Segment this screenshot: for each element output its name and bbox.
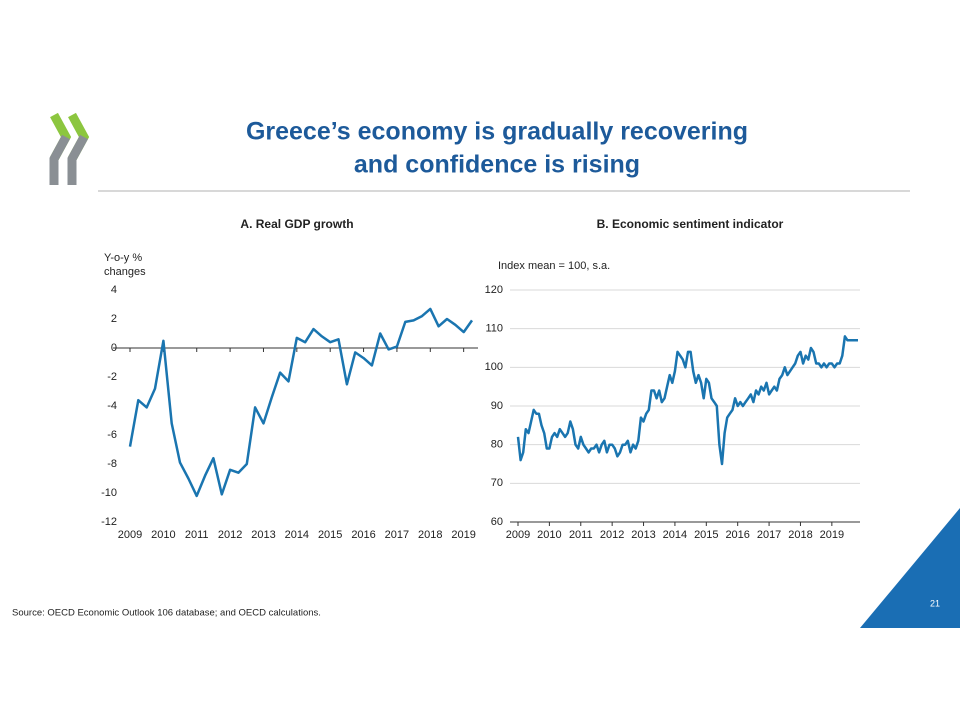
chart-title: A. Real GDP growth [240,217,353,231]
x-tick-label: 2017 [757,529,781,541]
x-tick-label: 2018 [788,529,812,541]
x-tick-label: 2009 [118,529,142,541]
y-axis-label: Index mean = 100, s.a. [498,260,610,272]
x-tick-label: 2019 [451,529,475,541]
x-tick-label: 2018 [418,529,442,541]
x-tick-label: 2012 [600,529,624,541]
logo-chevron [49,134,70,185]
source-note: Source: OECD Economic Outlook 106 databa… [12,608,321,619]
y-tick-label: 80 [491,439,503,451]
y-axis-label: changes [104,266,146,278]
data-line [516,335,858,466]
slide-title: and confidence is rising [354,151,640,179]
x-tick-label: 2010 [537,529,561,541]
x-tick-label: 2015 [694,529,718,541]
x-tick-label: 2011 [569,529,593,541]
x-tick-label: 2009 [506,529,530,541]
x-tick-label: 2014 [285,529,309,541]
y-tick-label: -8 [107,458,117,470]
y-tick-label: 70 [491,477,503,489]
y-tick-label: -6 [107,429,117,441]
y-tick-label: -4 [107,400,117,412]
y-tick-label: 90 [491,400,503,412]
x-tick-label: 2013 [631,529,655,541]
y-tick-label: -12 [101,516,117,528]
corner-triangle [860,508,960,628]
y-tick-label: 120 [485,284,503,296]
slide-title: Greece’s economy is gradually recovering [246,118,748,146]
x-tick-label: 2010 [151,529,175,541]
page-number: 21 [930,598,940,608]
x-tick-label: 2015 [318,529,342,541]
logo [49,112,90,185]
x-tick-label: 2017 [385,529,409,541]
x-tick-label: 2011 [185,529,209,541]
y-tick-label: 4 [111,284,117,296]
logo-chevron [67,134,88,185]
y-tick-label: -2 [107,371,117,383]
chart-title: B. Economic sentiment indicator [597,217,784,231]
y-tick-label: 100 [485,361,503,373]
data-line [128,307,474,498]
x-tick-label: 2016 [725,529,749,541]
x-tick-label: 2019 [820,529,844,541]
x-tick-label: 2012 [218,529,242,541]
x-tick-label: 2016 [351,529,375,541]
y-tick-label: 2 [111,313,117,325]
y-tick-label: 110 [485,323,503,335]
y-tick-label: -10 [101,487,117,499]
y-axis-label: Y-o-y % [104,252,142,264]
y-tick-label: 60 [491,516,503,528]
x-tick-label: 2013 [251,529,275,541]
x-tick-label: 2014 [663,529,687,541]
